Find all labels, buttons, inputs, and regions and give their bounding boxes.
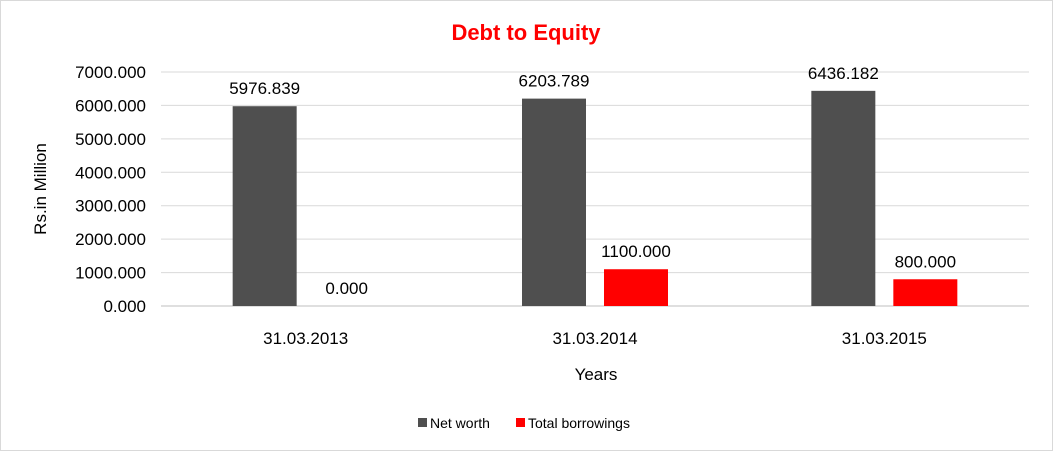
- bar-net-worth: [232, 106, 297, 306]
- bar-total-borrowings: [893, 279, 958, 306]
- y-tick-label: 4000.000: [75, 163, 146, 182]
- x-tick-label: 31.03.2013: [263, 329, 348, 348]
- y-tick-label: 3000.000: [75, 197, 146, 216]
- legend: Net worth Total borrowings: [418, 415, 630, 431]
- y-tick-label: 5000.000: [75, 130, 146, 149]
- data-label: 5976.839: [229, 79, 300, 98]
- y-tick-label: 1000.000: [75, 264, 146, 283]
- y-tick-label: 0.000: [103, 297, 146, 316]
- data-label: 800.000: [895, 252, 956, 271]
- data-labels: 5976.839 0.000 6203.789 1100.000 6436.182 800…: [229, 64, 956, 298]
- legend-label: Net worth: [430, 415, 490, 431]
- bar-net-worth: [811, 90, 876, 307]
- y-tick-label: 2000.000: [75, 230, 146, 249]
- legend-label: Total borrowings: [528, 415, 630, 431]
- bar-total-borrowings: [604, 269, 668, 306]
- legend-swatch: [516, 418, 525, 427]
- data-label: 1100.000: [601, 242, 671, 261]
- data-label: 0.000: [325, 279, 368, 298]
- y-axis-ticks: 0.000 1000.000 2000.000 3000.000 4000.000 500…: [75, 63, 146, 316]
- x-axis-ticks: 31.03.2013 31.03.2014 31.03.2015: [263, 329, 927, 348]
- x-axis-title: Years: [575, 365, 618, 384]
- y-tick-label: 6000.000: [75, 96, 146, 115]
- legend-swatch: [418, 418, 427, 427]
- data-label: 6436.182: [808, 64, 879, 83]
- data-label: 6203.789: [519, 72, 590, 91]
- y-axis-title: Rs.in Million: [31, 143, 50, 235]
- chart-title: Debt to Equity: [451, 20, 601, 45]
- gridlines: [161, 71, 1029, 307]
- x-tick-label: 31.03.2015: [842, 329, 927, 348]
- bars: [232, 90, 958, 307]
- x-tick-label: 31.03.2014: [552, 329, 637, 348]
- bar-net-worth: [522, 98, 586, 306]
- y-tick-label: 7000.000: [75, 63, 146, 82]
